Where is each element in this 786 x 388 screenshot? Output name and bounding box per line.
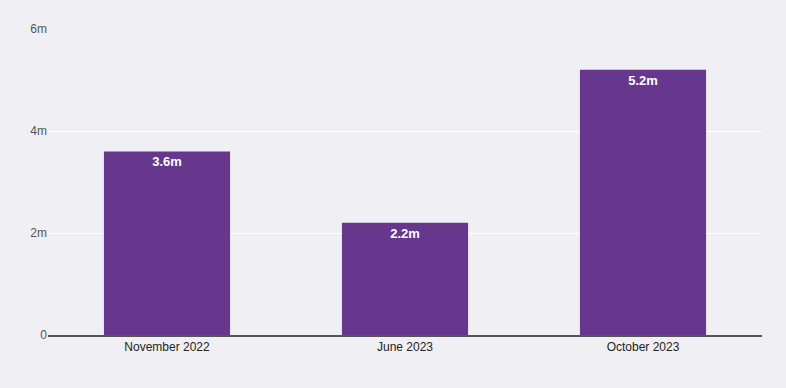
svg-text:0: 0 — [40, 328, 47, 342]
svg-text:2m: 2m — [30, 226, 47, 240]
svg-text:3.6m: 3.6m — [152, 154, 182, 169]
svg-text:2.2m: 2.2m — [390, 226, 420, 241]
svg-text:6m: 6m — [30, 22, 47, 36]
svg-text:4m: 4m — [30, 124, 47, 138]
svg-text:November 2022: November 2022 — [124, 340, 210, 354]
svg-text:October 2023: October 2023 — [607, 340, 680, 354]
svg-text:June 2023: June 2023 — [377, 340, 433, 354]
svg-text:5.2m: 5.2m — [628, 73, 658, 88]
